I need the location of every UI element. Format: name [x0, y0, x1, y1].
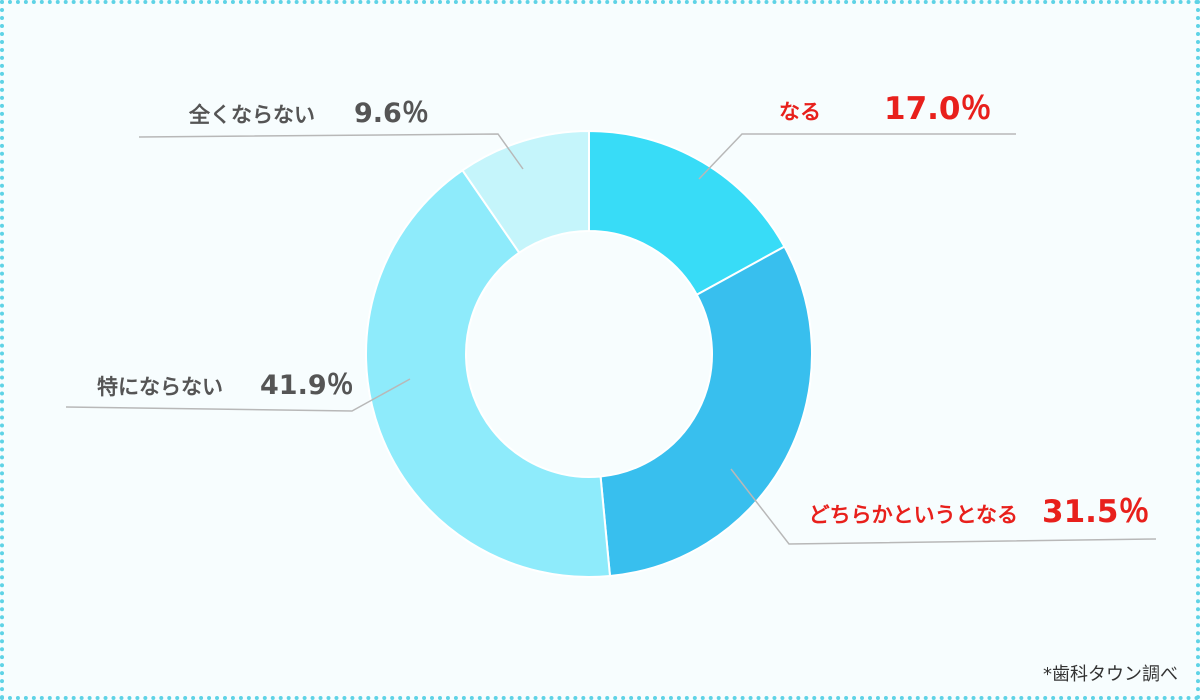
category-label-tokuni: 特にならない	[97, 375, 223, 399]
leader-line-dochira	[730, 468, 1157, 545]
slice-dochira	[599, 245, 813, 578]
value-label-tokuni: 41.9％	[260, 370, 354, 401]
source-note: *歯科タウン調べ	[1043, 664, 1178, 685]
category-label-mattaku: 全くならない	[188, 103, 315, 127]
leader-line-naru	[698, 133, 1016, 180]
slice-naru	[588, 129, 786, 297]
value-label-naru: 17.0％	[884, 91, 992, 127]
value-label-mattaku: 9.6％	[354, 98, 429, 129]
category-label-dochira: どちらかというとなる	[809, 503, 1018, 527]
leader-line-tokuni	[65, 378, 411, 412]
category-label-naru: なる	[779, 100, 821, 124]
leader-line-mattaku	[138, 133, 524, 170]
value-label-dochira: 31.5％	[1042, 494, 1150, 530]
slice-mattaku	[461, 129, 590, 255]
donut-chart: なる 17.0％ どちらかというとなる 31.5％ 特にならない 41.9％ 全くならない 9…	[65, 91, 1157, 578]
slice-tokuni	[365, 168, 612, 578]
